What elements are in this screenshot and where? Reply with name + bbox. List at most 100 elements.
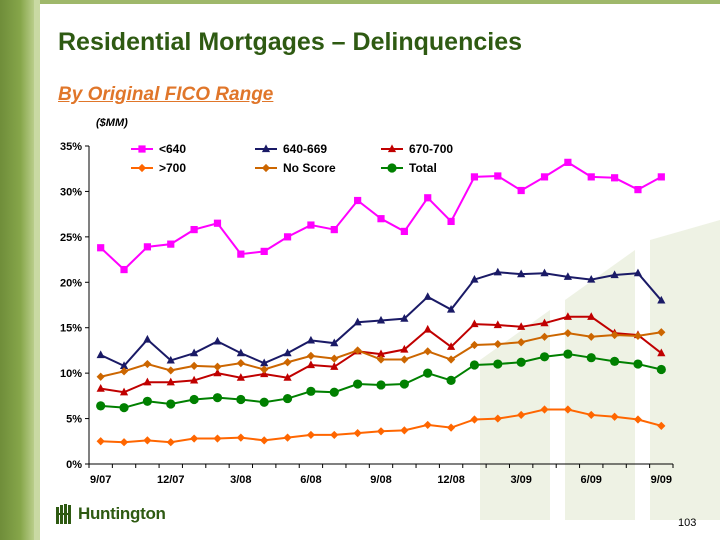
legend-marker-700 xyxy=(137,163,147,173)
data-point-total xyxy=(610,356,620,366)
x-tick-label: 9/08 xyxy=(370,474,391,486)
data-point-no-score xyxy=(540,332,549,341)
data-point-640 xyxy=(657,173,665,181)
data-point-no-score xyxy=(610,330,619,340)
data-point-670-700 xyxy=(423,324,432,333)
y-tick-label: 10% xyxy=(60,368,82,380)
legend-marker-no-score xyxy=(261,163,271,173)
data-point-total xyxy=(353,379,363,389)
data-point-640 xyxy=(517,186,525,195)
data-point-640-669 xyxy=(517,269,526,278)
data-point-no-score xyxy=(376,355,386,364)
data-point-640-669 xyxy=(376,315,386,324)
data-point-670-700 xyxy=(119,387,129,396)
data-point-640-669 xyxy=(119,361,129,369)
data-point-no-score xyxy=(190,361,199,370)
data-point-640-669 xyxy=(400,314,409,322)
x-tick-label: 12/08 xyxy=(437,474,465,486)
data-point-640-669 xyxy=(353,317,362,326)
data-point-700 xyxy=(540,405,549,414)
data-point-total xyxy=(423,368,433,378)
data-point-total xyxy=(633,359,643,369)
y-tick-label: 35% xyxy=(60,141,82,153)
data-point-640-669 xyxy=(260,358,269,367)
data-point-700 xyxy=(96,437,105,446)
y-tick-label: 5% xyxy=(66,414,82,426)
data-point-640 xyxy=(587,173,595,181)
data-point-700 xyxy=(306,430,316,440)
data-point-700 xyxy=(657,421,666,430)
legend-label-640-669: 640-669 xyxy=(283,142,327,156)
data-point-no-score xyxy=(236,359,245,368)
units-label: ($MM) xyxy=(96,117,128,129)
data-point-no-score xyxy=(119,367,129,376)
x-tick-label: 3/08 xyxy=(230,474,251,486)
data-point-640-669 xyxy=(423,292,432,300)
data-point-640 xyxy=(470,173,479,181)
y-tick-label: 0% xyxy=(66,459,82,471)
data-point-640-669 xyxy=(493,267,502,276)
data-point-no-score xyxy=(563,329,572,338)
data-point-700 xyxy=(119,438,129,447)
legend-marker-640 xyxy=(138,145,146,153)
data-point-no-score xyxy=(470,340,479,350)
data-point-640-669 xyxy=(166,355,175,364)
data-point-no-score xyxy=(260,365,269,374)
sidebar-accent xyxy=(0,0,34,540)
data-point-640 xyxy=(634,186,642,194)
data-point-640-669 xyxy=(143,334,152,343)
data-point-700 xyxy=(587,410,596,420)
data-point-640 xyxy=(237,250,245,258)
data-point-total xyxy=(656,364,666,375)
data-point-total xyxy=(516,357,526,367)
data-point-640 xyxy=(120,265,128,274)
legend-label-670-700: 670-700 xyxy=(409,142,453,156)
data-point-700 xyxy=(517,410,526,420)
data-point-640 xyxy=(167,240,175,248)
data-point-640-669 xyxy=(96,350,105,359)
slide-subtitle: By Original FICO Range xyxy=(58,84,274,105)
data-point-640 xyxy=(447,217,455,226)
data-point-no-score xyxy=(283,358,292,367)
legend-label-no-score: No Score xyxy=(283,161,336,175)
x-tick-label: 9/09 xyxy=(651,474,672,486)
data-point-670-700 xyxy=(190,375,199,384)
data-point-640 xyxy=(190,225,198,234)
data-point-no-score xyxy=(96,372,105,381)
data-point-640 xyxy=(307,221,315,229)
data-point-640 xyxy=(540,173,549,181)
slide-title: Residential Mortgages – Delinquencies xyxy=(58,28,523,56)
data-point-640 xyxy=(564,158,572,166)
data-point-640 xyxy=(213,219,222,227)
data-point-total xyxy=(563,349,573,359)
data-point-640 xyxy=(611,174,619,182)
huntington-logo-icon xyxy=(56,504,71,524)
data-point-total xyxy=(166,399,176,409)
data-point-700 xyxy=(283,433,292,442)
data-point-700 xyxy=(493,414,502,423)
huntington-logo: Huntington xyxy=(56,503,166,525)
y-tick-label: 25% xyxy=(60,232,82,244)
data-point-total xyxy=(329,387,339,397)
data-point-no-score xyxy=(517,338,526,347)
data-point-670-700 xyxy=(446,342,456,350)
data-point-670-700 xyxy=(236,373,245,381)
data-point-no-score xyxy=(493,339,502,349)
legend-label-700: >700 xyxy=(159,161,186,175)
data-point-640 xyxy=(260,247,268,255)
data-point-total xyxy=(469,360,480,370)
data-point-640-669 xyxy=(610,270,619,279)
data-point-total xyxy=(306,386,316,396)
data-point-700 xyxy=(446,423,456,432)
data-point-700 xyxy=(190,434,199,443)
data-point-total xyxy=(236,394,246,405)
data-point-700 xyxy=(376,427,386,436)
y-tick-label: 15% xyxy=(60,323,82,335)
x-tick-label: 12/07 xyxy=(157,474,185,486)
data-point-640 xyxy=(424,194,432,202)
data-point-no-score xyxy=(423,347,432,356)
data-point-total xyxy=(376,380,386,390)
data-point-640-669 xyxy=(563,272,572,280)
series-line-700 xyxy=(100,408,662,444)
data-point-no-score xyxy=(353,346,362,355)
